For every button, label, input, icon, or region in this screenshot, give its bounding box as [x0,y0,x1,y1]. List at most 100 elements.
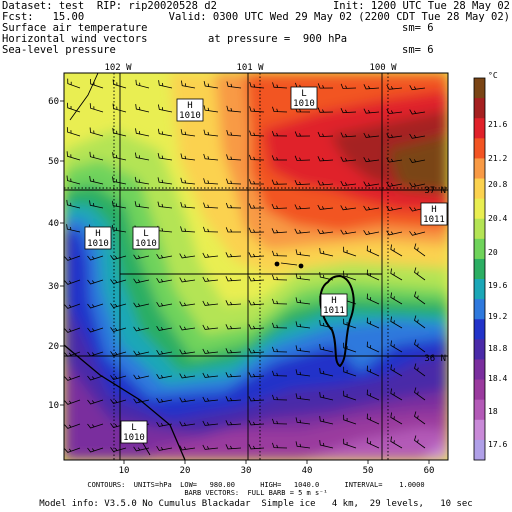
wind-barb [317,83,334,89]
wind-barb [363,181,380,187]
wind-barb [366,341,380,353]
x-tick-label: 50 [363,466,374,476]
smoothing-label-1: sm= 6 [402,22,434,34]
wind-barb [202,300,219,306]
wind-barb [386,84,403,90]
wind-barb [414,387,426,401]
wind-barb [89,103,104,113]
wind-barb [135,79,150,89]
wind-barb [179,445,196,451]
wind-barb [133,374,150,380]
wind-barb [135,152,150,161]
wind-barb [366,437,380,449]
wind-barb [135,128,150,137]
wind-barb [248,227,265,233]
wind-barb [386,206,403,212]
colorbar-label: 18 [488,407,498,416]
wind-barb [225,324,242,330]
wind-barb [343,438,357,449]
wind-barb [390,340,403,353]
wind-barb [133,302,150,308]
wind-barb [64,327,81,333]
wind-barbs [64,78,426,453]
y-tick-label: 50 [48,157,59,167]
lon-label-101: 101 W [236,63,264,73]
wind-barb [390,316,403,329]
wind-barb [134,176,150,185]
wind-barb [414,435,426,449]
station-dot-2 [298,263,304,269]
wind-barb [226,178,242,185]
wind-barb [66,151,81,161]
wind-barb [225,348,242,354]
wind-barb [64,375,81,381]
wind-barb [248,372,265,378]
wind-barb [409,85,426,91]
wind-barb [64,279,81,285]
wind-barb [363,108,380,114]
wind-barb [66,175,81,185]
colorbar-label: 19.6 [488,281,507,290]
wind-barb [64,399,81,405]
pressure-center-6: H 1011 [420,202,448,226]
temp-band-17-6 [420,445,448,460]
colorbar-swatch [474,178,485,200]
station-dot-1 [274,261,280,267]
wind-barb [179,301,196,307]
wind-barb [414,363,426,377]
pressure-center-value: 1010 [123,433,145,443]
wind-barb [156,325,173,331]
colorbar-swatch [474,98,485,119]
wind-barb [64,423,81,429]
colorbar-swatch [474,419,485,441]
y-tick-label: 10 [48,401,59,411]
wind-barb [409,158,426,163]
wind-barb [157,153,173,161]
x-axis-ticks: 10 20 30 40 50 60 [119,466,435,476]
wind-barb [156,373,173,379]
wind-barb [66,224,81,233]
wind-barb [180,177,196,185]
wind-barb [390,412,403,425]
wind-barb [225,252,242,258]
wind-barb [294,204,311,210]
wind-barb [225,372,242,378]
x-tick-label: 60 [424,466,435,476]
wind-barb [110,375,127,380]
pressure-level-label: at pressure = 900 hPa [208,33,348,45]
pressure-center-value: 1011 [323,306,345,316]
pressure-center-4: L 1010 [132,226,160,250]
wind-barb [181,80,196,89]
x-tick-label: 40 [302,466,313,476]
wind-barb [67,78,81,89]
wind-barb [89,151,104,161]
wind-barb [110,351,127,356]
wind-barb [112,103,127,113]
field-temperature-label: Surface air temperature [2,22,148,34]
wind-barb [319,416,334,425]
river-line-2 [64,344,186,460]
y-tick-label: 30 [48,282,59,292]
wind-barb [203,153,219,161]
smoothing-label-2: sm= 6 [402,44,434,56]
temperature-field [64,73,448,460]
wind-barb [134,201,150,209]
wind-barb [111,200,127,209]
colorbar-label: 17.6 [488,440,507,449]
colorbar-label: 20.4 [488,214,507,223]
wind-barb [87,423,104,429]
wind-barb [202,324,219,330]
x-tick-label: 10 [119,466,130,476]
wind-barb [319,392,334,401]
wind-barb [343,414,357,425]
forecast-hour-label: Fcst: 15.00 [2,11,85,23]
colorbar-swatch [474,258,485,280]
wind-barb [343,246,357,257]
wind-barb [366,389,380,401]
wind-barb [225,227,241,233]
pressure-center-value: 1010 [293,99,315,109]
wind-barb [157,128,173,137]
wind-barb [66,127,81,137]
wind-barb [179,397,196,403]
wind-barb [363,230,380,235]
